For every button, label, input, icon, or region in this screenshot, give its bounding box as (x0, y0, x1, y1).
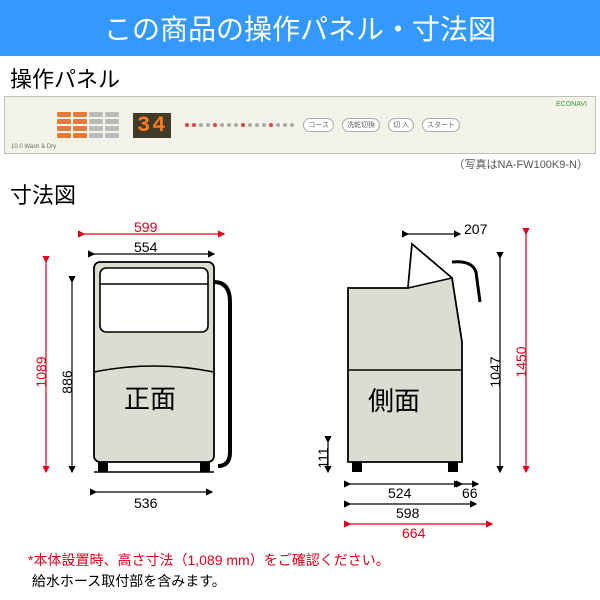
indicator-grid (57, 112, 119, 138)
footnote-line1: 本体設置時、高さ寸法（1,089 mm）をご確認ください。 (33, 552, 389, 568)
front-label: 正面 (124, 384, 176, 414)
page-banner: この商品の操作パネル・寸法図 (0, 0, 600, 56)
front-dim-top-outer: 599 (134, 222, 158, 235)
seven-segment-display: 34 (133, 113, 171, 138)
side-dim-top: 207 (464, 222, 488, 237)
side-dim-height-inner: 111 (315, 447, 331, 468)
footnote-line2: 給水ホース取付部を含みます。 (32, 573, 226, 589)
side-dim-bottom-mid: 598 (396, 505, 420, 521)
front-dim-height-outer: 1089 (33, 356, 49, 387)
model-label: 10.0 Wash & Dry (11, 144, 56, 150)
side-label: 側面 (368, 386, 420, 416)
front-dim-height-inner: 886 (59, 370, 75, 394)
dimension-section-title: 寸法図 (0, 172, 600, 212)
econavi-label: ECONAVI (556, 101, 587, 108)
control-panel: 10.0 Wash & Dry 34 コース 洗乾切換 切 入 スタート ECO… (4, 96, 596, 154)
banner-title: この商品の操作パネル・寸法図 (104, 14, 496, 45)
course-button[interactable]: コース (303, 118, 334, 132)
footnote: *本体設置時、高さ寸法（1,089 mm）をご確認ください。 給水ホース取付部を… (0, 542, 600, 592)
side-dim-height-outer: 1450 (513, 346, 529, 377)
panel-caption: （写真はNA-FW100K9-N） (4, 154, 596, 172)
side-dim-bottom-inner: 524 (388, 485, 412, 501)
side-dim-height-mid: 1047 (487, 356, 503, 387)
side-dim-bottom-outer: 664 (402, 525, 426, 541)
panel-section-title: 操作パネル (0, 56, 600, 96)
side-dim-right-num: 66 (462, 485, 478, 501)
control-panel-wrap: 10.0 Wash & Dry 34 コース 洗乾切換 切 入 スタート ECO… (0, 96, 600, 172)
front-view-diagram: 599 554 正面 1089 886 536 (28, 222, 258, 522)
front-dim-top-inner: 554 (134, 239, 158, 255)
indicator-dots (185, 123, 295, 127)
front-dim-bottom: 536 (134, 495, 158, 511)
wash-dry-toggle-button[interactable]: 洗乾切換 (342, 118, 380, 132)
start-button[interactable]: スタート (422, 118, 460, 132)
dimension-diagrams: 599 554 正面 1089 886 536 207 (0, 212, 600, 542)
side-view-diagram: 207 側面 111 1047 1450 524 598 664 66 (302, 222, 562, 542)
power-button[interactable]: 切 入 (388, 118, 414, 132)
